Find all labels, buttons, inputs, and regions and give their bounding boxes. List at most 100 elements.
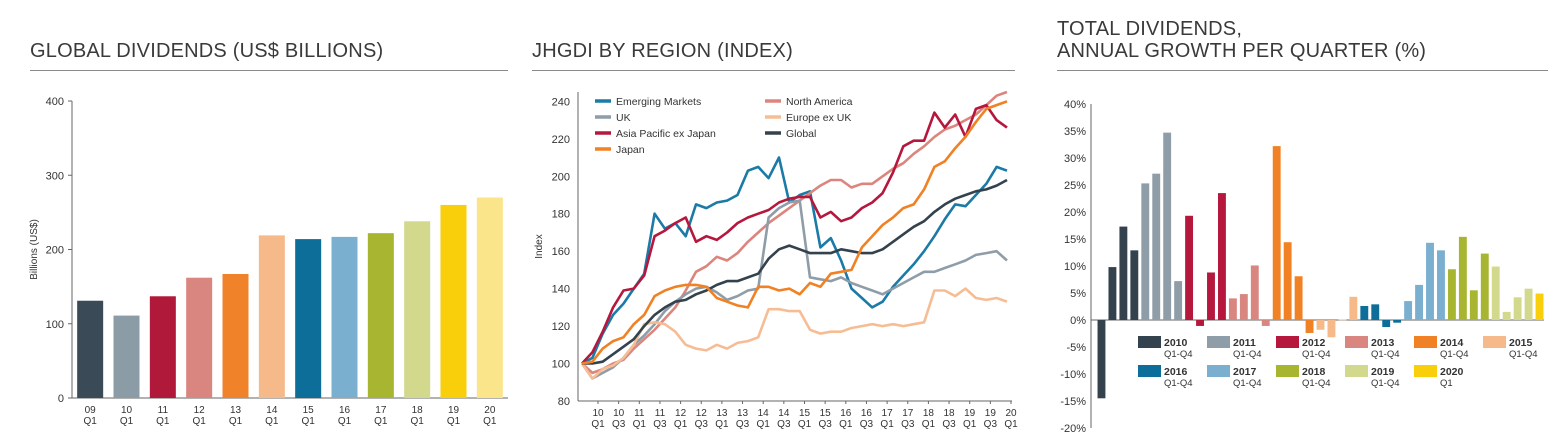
bar: [186, 277, 213, 398]
legend-year: 2015: [1509, 337, 1533, 349]
bar: [1513, 297, 1522, 320]
bar: [1196, 320, 1204, 326]
bar: [367, 233, 394, 398]
x-tick-label: Q1: [410, 416, 424, 427]
title-divider: [30, 70, 508, 71]
y-tick-label: 100: [46, 319, 64, 331]
bar: [404, 221, 431, 398]
legend-swatch: [1483, 336, 1506, 348]
x-tick-label: 13: [737, 408, 749, 419]
x-tick-label: Q1: [1004, 419, 1018, 430]
bar: [1163, 132, 1172, 320]
bar: [1371, 304, 1380, 320]
bar: [222, 274, 249, 398]
bar: [149, 296, 176, 398]
y-tick-label: 0: [58, 393, 64, 405]
legend-sub: Q1-Q4: [1302, 349, 1331, 360]
y-tick-label: 140: [552, 284, 570, 296]
chart-title-line1: TOTAL DIVIDENDS,: [1057, 18, 1243, 40]
bar: [1535, 293, 1544, 320]
x-tick-label: Q3: [901, 419, 915, 430]
y-tick-label: 120: [552, 321, 570, 333]
bar: [1349, 296, 1358, 320]
legend-year: 2013: [1371, 337, 1395, 349]
title-divider: [532, 70, 1015, 71]
bar: [1360, 305, 1369, 320]
legend-year: 2012: [1302, 337, 1326, 349]
x-tick-label: 10: [592, 408, 604, 419]
bar: [1393, 320, 1402, 323]
bar: [1141, 183, 1150, 320]
x-tick-label: Q3: [860, 419, 874, 430]
dividend-growth-chart: 40% 35% 30% 25% 20% 15% 10% 5% 0% -5% -10% -15% -20%…: [1060, 99, 1544, 435]
y-tick-label: -10%: [1060, 369, 1086, 381]
x-tick-label: Q3: [736, 419, 750, 430]
legend-sub: Q1-Q4: [1440, 349, 1469, 360]
x-tick-label: Q1: [156, 416, 170, 427]
legend-sub: Q1: [1440, 378, 1453, 389]
y-tick-label: 0%: [1070, 315, 1086, 327]
chart-title: JHGDI BY REGION (INDEX): [532, 40, 793, 62]
x-tick-label: Q3: [695, 419, 709, 430]
x-tick-label: 14: [266, 405, 278, 416]
legend-sub: Q1-Q4: [1371, 378, 1400, 389]
x-tick-label: Q1: [265, 416, 279, 427]
x-tick-label: Q3: [942, 419, 956, 430]
bar: [258, 235, 285, 398]
legend-swatch: [1345, 365, 1368, 377]
y-tick-label: 200: [46, 245, 64, 257]
x-tick-label: 11: [634, 408, 645, 419]
x-tick-label: Q1: [715, 419, 729, 430]
jhgdi-region-panel: JHGDI BY REGION (INDEX) 80 100 120 140 160 18…: [520, 0, 1030, 441]
legend-swatch: [1276, 365, 1299, 377]
bar: [1469, 290, 1478, 320]
legend-year: 2020: [1440, 366, 1464, 378]
y-tick-label: -5%: [1066, 342, 1086, 354]
chart-title-line2: ANNUAL GROWTH PER QUARTER (%): [1057, 40, 1427, 62]
y-tick-label: -15%: [1060, 396, 1086, 408]
y-tick-label: 35%: [1064, 126, 1086, 138]
legend-year: 2016: [1164, 366, 1188, 378]
x-tick-label: Q1: [798, 419, 812, 430]
bar: [1447, 269, 1456, 320]
x-tick-label: 12: [194, 405, 206, 416]
y-axis-label: Index: [534, 234, 545, 258]
x-tick-label: Q3: [818, 419, 832, 430]
x-tick-label: 20: [484, 405, 496, 416]
legend-sub: Q1-Q4: [1371, 349, 1400, 360]
x-tick-label: 14: [778, 408, 790, 419]
legend-year: 2019: [1371, 366, 1395, 378]
bar: [1480, 253, 1489, 320]
legend-swatch: [1207, 365, 1230, 377]
y-tick-label: 80: [558, 396, 570, 408]
bar: [77, 300, 104, 398]
bar: [1217, 193, 1226, 320]
bar: [476, 197, 503, 398]
bar: [1437, 250, 1445, 320]
legend-sub: Q1-Q4: [1164, 378, 1193, 389]
legend-sub: Q1-Q4: [1509, 349, 1538, 360]
legend-year: 2018: [1302, 366, 1326, 378]
x-tick-label: 09: [85, 405, 97, 416]
x-tick-label: Q3: [653, 419, 667, 430]
x-tick-label: Q1: [483, 416, 497, 427]
x-tick-label: 12: [675, 408, 687, 419]
legend-label: Global: [786, 128, 816, 140]
legend-label: North America: [786, 96, 853, 108]
bar: [1272, 146, 1281, 320]
series-line-japan: [581, 100, 1008, 365]
bar: [1097, 320, 1106, 399]
jhgdi-region-chart: 80100120140160180200220240Index10Q110Q31…: [534, 90, 1018, 430]
y-tick-label: 40%: [1064, 99, 1086, 111]
legend-swatch: [1276, 336, 1299, 348]
x-tick-label: 15: [303, 405, 315, 416]
x-tick-label: 19: [985, 408, 997, 419]
x-tick-label: 16: [339, 405, 351, 416]
series-line-global: [582, 178, 1008, 365]
y-tick-label: 240: [552, 96, 570, 108]
x-tick-label: Q1: [447, 416, 461, 427]
x-tick-label: Q3: [777, 419, 791, 430]
x-tick-label: Q1: [192, 416, 206, 427]
x-tick-label: 11: [655, 408, 666, 419]
bar: [1130, 250, 1139, 320]
